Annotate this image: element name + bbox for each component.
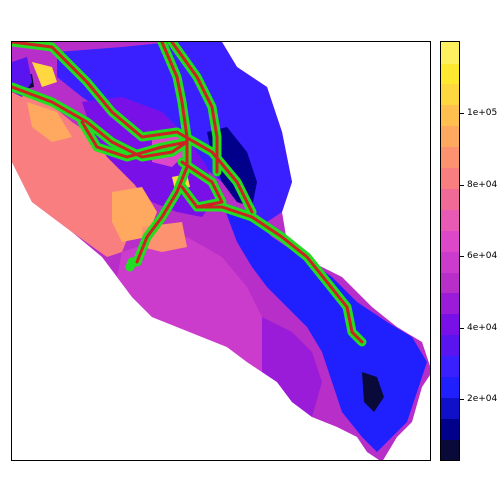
color-legend-band xyxy=(441,230,459,252)
color-legend-tick xyxy=(460,113,464,115)
map-region-central xyxy=(117,237,262,372)
color-legend-band xyxy=(441,313,459,336)
color-legend-band xyxy=(441,125,459,148)
color-legend-band xyxy=(441,146,459,168)
color-legend-band xyxy=(441,188,459,210)
color-legend-band xyxy=(441,292,459,315)
color-legend-tick xyxy=(460,184,464,186)
color-legend-band xyxy=(441,62,459,85)
map-region-orange-nw xyxy=(27,102,72,142)
color-legend-band xyxy=(441,397,459,419)
color-legend-band xyxy=(441,42,459,64)
color-legend-band xyxy=(441,334,459,357)
color-legend-tick xyxy=(460,256,464,258)
color-legend-tick-label: 6e+04 xyxy=(467,251,498,262)
color-legend-band xyxy=(441,439,459,460)
color-legend-tick xyxy=(460,399,464,401)
color-legend-tick-label: 4e+04 xyxy=(467,322,498,333)
color-legend-band xyxy=(441,251,459,273)
color-legend-tick-label: 8e+04 xyxy=(467,179,498,190)
color-legend-band xyxy=(441,167,459,189)
map-region-dark-south xyxy=(362,372,384,412)
color-legend xyxy=(440,41,460,461)
map-region-purple-south xyxy=(262,317,322,417)
highway-red-center xyxy=(12,42,364,344)
color-legend-band xyxy=(441,83,459,106)
color-legend-band xyxy=(441,376,459,398)
map-region-yellow-nw xyxy=(32,62,57,87)
color-legend-band xyxy=(441,355,459,377)
color-legend-tick-label: 2e+04 xyxy=(467,394,498,405)
color-legend-band xyxy=(441,209,459,231)
choropleth-map xyxy=(12,42,430,460)
color-legend-tick-label: 1e+05 xyxy=(467,108,498,119)
color-legend-tick xyxy=(460,327,464,329)
highway-network xyxy=(12,42,367,347)
color-legend-band xyxy=(441,271,459,294)
map-panel xyxy=(11,41,431,461)
color-legend-band xyxy=(441,418,459,440)
color-legend-band xyxy=(441,104,459,127)
